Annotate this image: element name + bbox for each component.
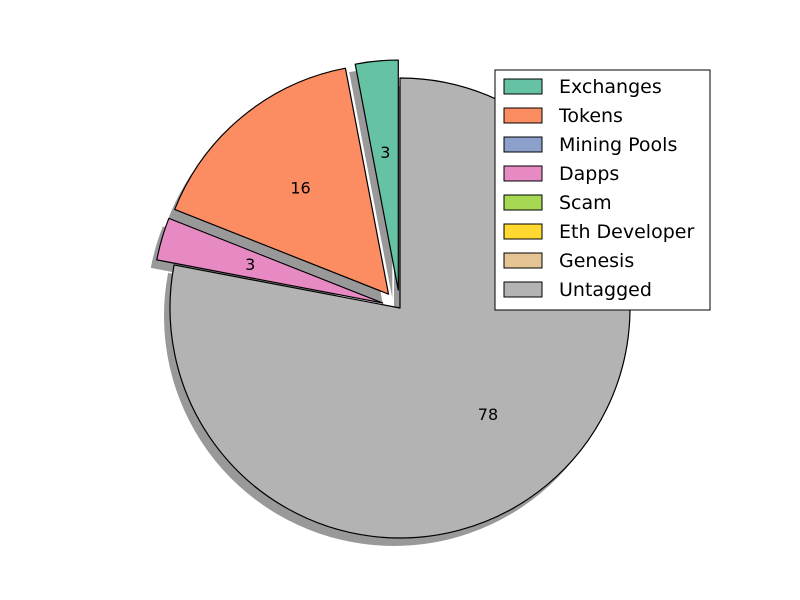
legend-swatch-tokens (503, 107, 543, 124)
slice-label-tokens: 16 (290, 178, 310, 197)
legend-swatch-exchanges (503, 78, 543, 95)
legend-label-untagged: Untagged (559, 279, 652, 301)
legend-swatch-dapps (503, 165, 543, 182)
legend-swatch-genesis (503, 252, 543, 269)
pie-slice-exchanges (354, 59, 399, 291)
legend-label-exchanges: Exchanges (559, 76, 662, 98)
legend-label-dapps: Dapps (559, 163, 619, 185)
slice-label-untagged: 78 (478, 405, 498, 424)
legend-label-tokens: Tokens (558, 105, 623, 127)
legend-swatch-scam (503, 194, 543, 211)
slice-label-exchanges: 3 (380, 143, 390, 162)
legend-label-eth-developer: Eth Developer (559, 221, 694, 243)
legend-label-genesis: Genesis (559, 250, 634, 272)
legend-label-mining-pools: Mining Pools (559, 134, 677, 156)
legend: Exchanges Tokens Mining Pools Dapps Scam Eth … (494, 69, 711, 311)
slice-labels: 3 16 3 78 (245, 143, 498, 424)
pie-slice-tokens (174, 67, 390, 295)
pie-slice-dapps (156, 217, 384, 304)
slice-label-dapps: 3 (245, 255, 255, 274)
legend-swatch-eth-developer (503, 223, 543, 240)
legend-swatch-mining-pools (503, 136, 543, 153)
legend-label-scam: Scam (559, 192, 612, 214)
legend-swatch-untagged (503, 281, 543, 298)
